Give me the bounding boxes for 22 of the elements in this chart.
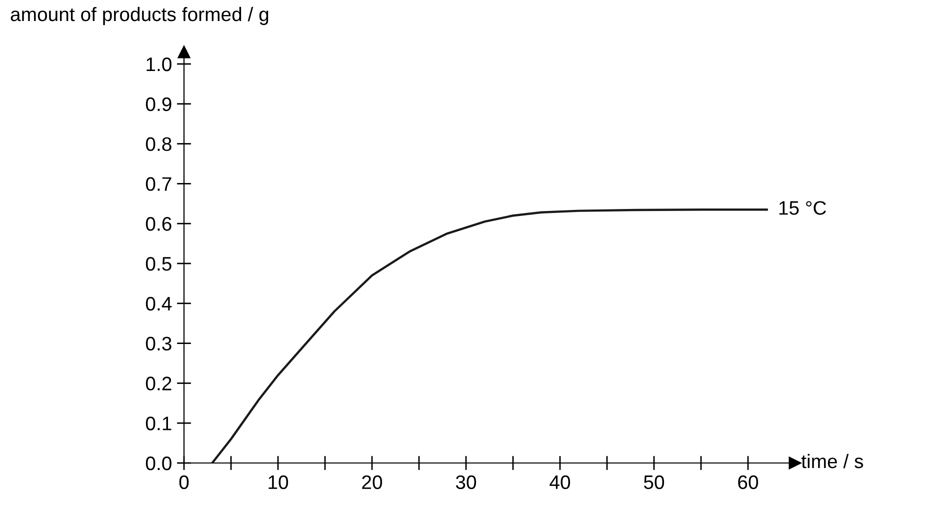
- y-tick-label: 0.5: [146, 256, 172, 271]
- x-tick-label: 60: [738, 475, 758, 490]
- x-tick-label: 20: [362, 475, 382, 490]
- y-tick-label: 0.8: [146, 137, 172, 152]
- y-tick-label: 0.2: [146, 376, 172, 390]
- x-tick-label: 30: [456, 475, 476, 490]
- y-tick-label: 0.9: [146, 97, 172, 112]
- x-tick-label: 0: [179, 475, 189, 490]
- y-tick-label: 0.1: [146, 416, 172, 430]
- x-axis-title: time / s: [801, 454, 864, 468]
- y-tick-label: 0.6: [146, 217, 172, 231]
- y-tick-label: 0.3: [146, 336, 172, 351]
- x-tick-label: 10: [268, 475, 288, 490]
- y-tick-label: 1.0: [146, 57, 172, 72]
- y-tick-label: 0.7: [146, 177, 172, 191]
- annotation: 15 °C: [779, 201, 826, 215]
- y-tick-label: 0.0: [146, 456, 172, 470]
- x-tick-label: 40: [550, 475, 570, 490]
- x-tick-label: 50: [644, 475, 664, 490]
- line-series: [211, 208, 768, 463]
- y-axis-title: amount of products formed / g: [10, 6, 268, 26]
- y-tick-label: 0.4: [146, 296, 172, 311]
